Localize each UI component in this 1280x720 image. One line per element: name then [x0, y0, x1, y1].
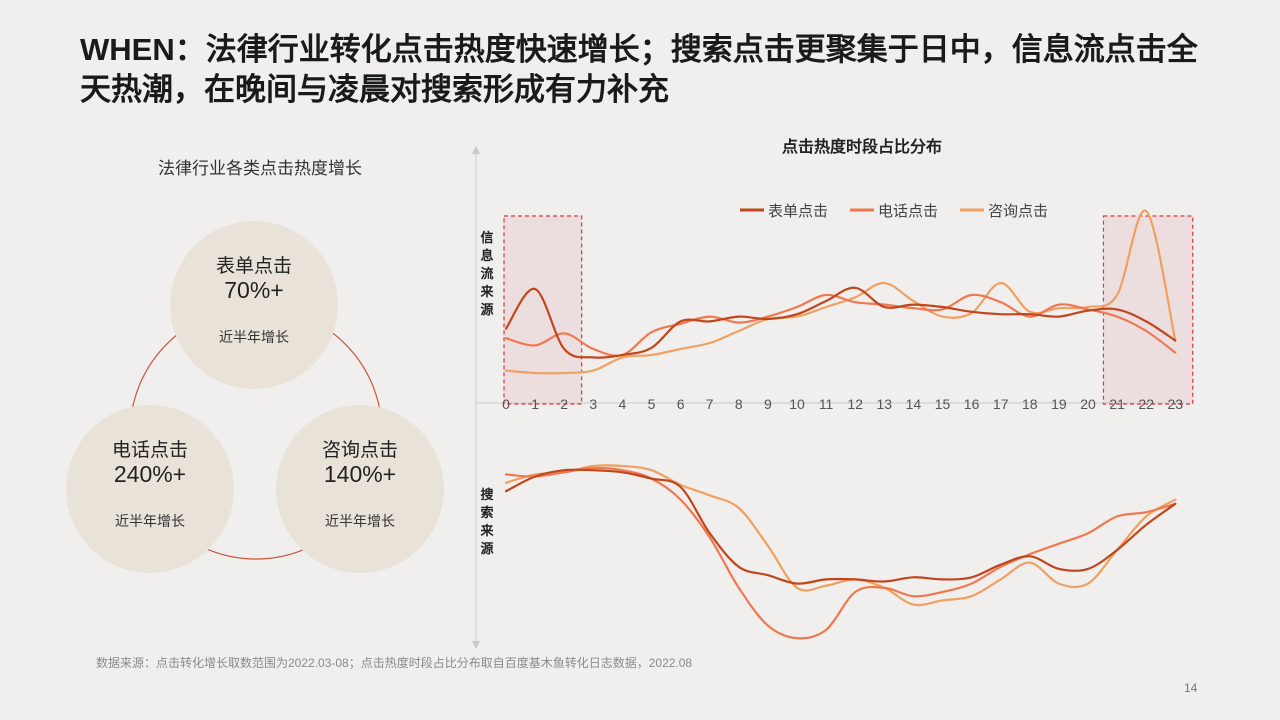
x-tick-10: 10: [789, 396, 805, 412]
bubble-label: 表单点击: [215, 256, 292, 277]
bubble-sub: 近半年增长: [115, 513, 185, 529]
x-tick-6: 6: [677, 396, 685, 412]
x-tick-8: 8: [735, 396, 743, 412]
x-tick-14: 14: [906, 396, 922, 412]
x-tick-2: 2: [560, 396, 568, 412]
x-tick-4: 4: [619, 396, 627, 412]
x-tick-11: 11: [819, 396, 834, 412]
series-line-1-0: [504, 468, 1177, 585]
data-source-note: 数据来源：点击转化增长取数范围为2022.03-08；点击热度时段占比分布取自百…: [96, 656, 693, 670]
x-tick-7: 7: [706, 396, 714, 412]
x-tick-13: 13: [877, 396, 893, 412]
y-axis-arrow-down: [472, 641, 480, 649]
panel-label-1-char: 搜: [480, 487, 494, 502]
x-tick-20: 20: [1080, 396, 1096, 412]
series-line-0-1: [504, 293, 1177, 357]
panel-label-0-char: 流: [480, 266, 493, 281]
panel-label-1-char: 源: [480, 541, 493, 556]
bubble-sub: 近半年增长: [219, 329, 289, 345]
x-tick-16: 16: [964, 396, 980, 412]
legend-label-2: 咨询点击: [988, 203, 1048, 220]
bubble-label: 电话点击: [111, 440, 188, 461]
x-tick-23: 23: [1168, 396, 1184, 412]
bubble-panel-title: 法律行业各类点击热度增长: [158, 159, 362, 178]
page-title: WHEN：法律行业转化点击热度快速增长；搜索点击更聚集于日中，信息流点击全天热潮…: [80, 32, 1198, 107]
bubble-sub: 近半年增长: [325, 513, 395, 529]
x-tick-1: 1: [531, 396, 539, 412]
x-tick-21: 21: [1109, 396, 1125, 412]
page-number: 14: [1184, 681, 1198, 695]
x-tick-15: 15: [935, 396, 951, 412]
x-tick-17: 17: [993, 396, 1009, 412]
panel-label-1-char: 索: [480, 505, 493, 520]
panel-label-0-char: 息: [480, 248, 493, 263]
panel-label-0-char: 源: [480, 302, 493, 317]
bubble-consult-click: 咨询点击 140%+ 近半年增长: [276, 405, 444, 573]
x-tick-5: 5: [648, 396, 656, 412]
y-axis-arrow-up: [472, 146, 480, 154]
series-line-1-1: [504, 466, 1177, 640]
bubble-phone-click: 电话点击 240%+ 近半年增长: [66, 405, 234, 573]
x-tick-0: 0: [502, 396, 510, 412]
x-tick-22: 22: [1138, 396, 1154, 412]
bubble-value: 240%+: [113, 461, 187, 487]
x-tick-12: 12: [847, 396, 863, 412]
panel-label-1-char: 来: [479, 523, 494, 538]
series-line-0-0: [504, 286, 1177, 359]
bubble-label: 咨询点击: [321, 440, 398, 461]
bubble-form-click: 表单点击 70%+ 近半年增长: [170, 221, 338, 389]
x-tick-3: 3: [589, 396, 597, 412]
series-line-1-2: [504, 464, 1177, 607]
x-tick-19: 19: [1051, 396, 1067, 412]
x-tick-18: 18: [1022, 396, 1038, 412]
panel-label-0-char: 信: [480, 230, 493, 245]
legend-label-0: 表单点击: [768, 203, 828, 220]
chart-title: 点击热度时段占比分布: [782, 137, 942, 156]
legend-label-1: 电话点击: [878, 203, 938, 220]
bubble-value: 70%+: [224, 277, 284, 303]
bubble-value: 140%+: [323, 461, 397, 487]
panel-label-0-char: 来: [479, 284, 494, 299]
x-tick-9: 9: [764, 396, 772, 412]
